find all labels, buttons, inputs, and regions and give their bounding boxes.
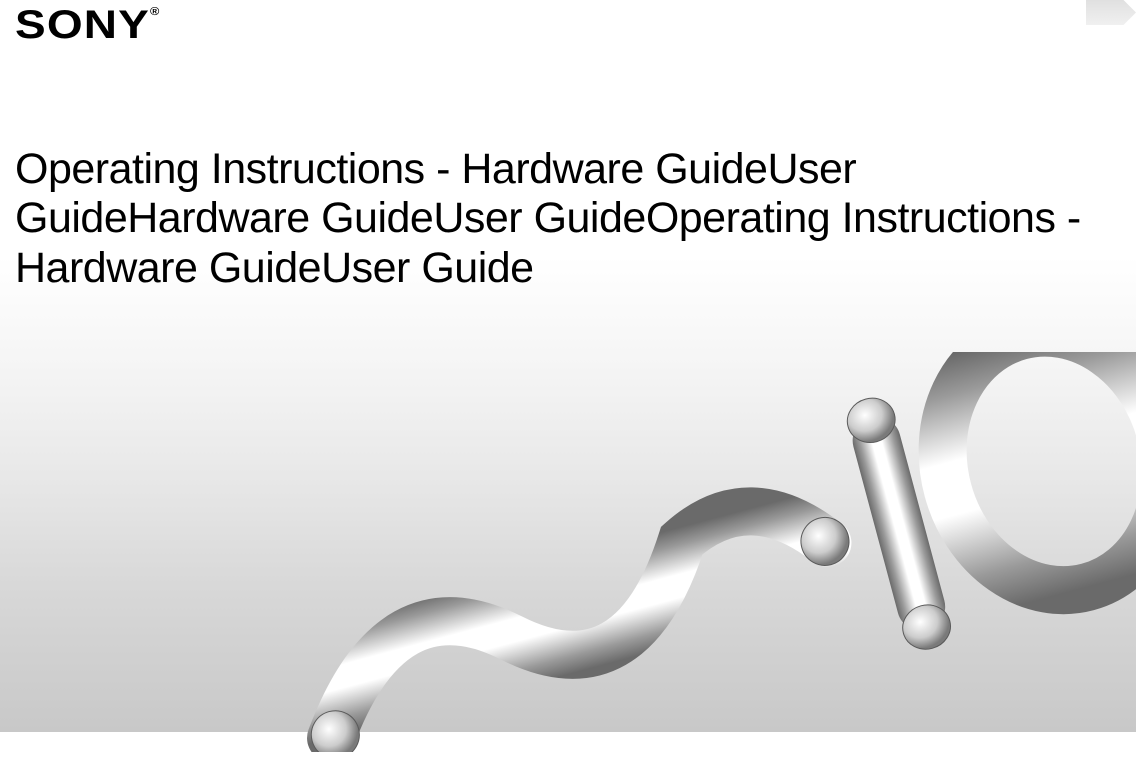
sony-logo-text: SONY [15, 3, 150, 47]
registered-mark: ® [150, 6, 160, 18]
nav-arrow-icon [1086, 0, 1136, 25]
sony-logo: SONY® [15, 3, 160, 48]
document-title: Operating Instructions - Hardware GuideU… [15, 145, 1106, 293]
vaio-logo [266, 352, 1136, 752]
